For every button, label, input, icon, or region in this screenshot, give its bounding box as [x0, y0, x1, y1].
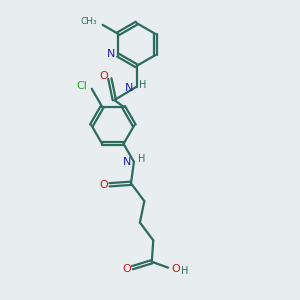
Text: H: H — [181, 266, 188, 276]
Text: Cl: Cl — [76, 81, 87, 91]
Text: H: H — [138, 154, 145, 164]
Text: N: N — [107, 49, 116, 59]
Text: N: N — [125, 83, 133, 93]
Text: O: O — [171, 264, 180, 274]
Text: H: H — [140, 80, 147, 90]
Text: CH₃: CH₃ — [81, 17, 97, 26]
Text: O: O — [122, 264, 131, 274]
Text: O: O — [99, 180, 108, 190]
Text: N: N — [123, 157, 131, 167]
Text: O: O — [100, 71, 108, 81]
